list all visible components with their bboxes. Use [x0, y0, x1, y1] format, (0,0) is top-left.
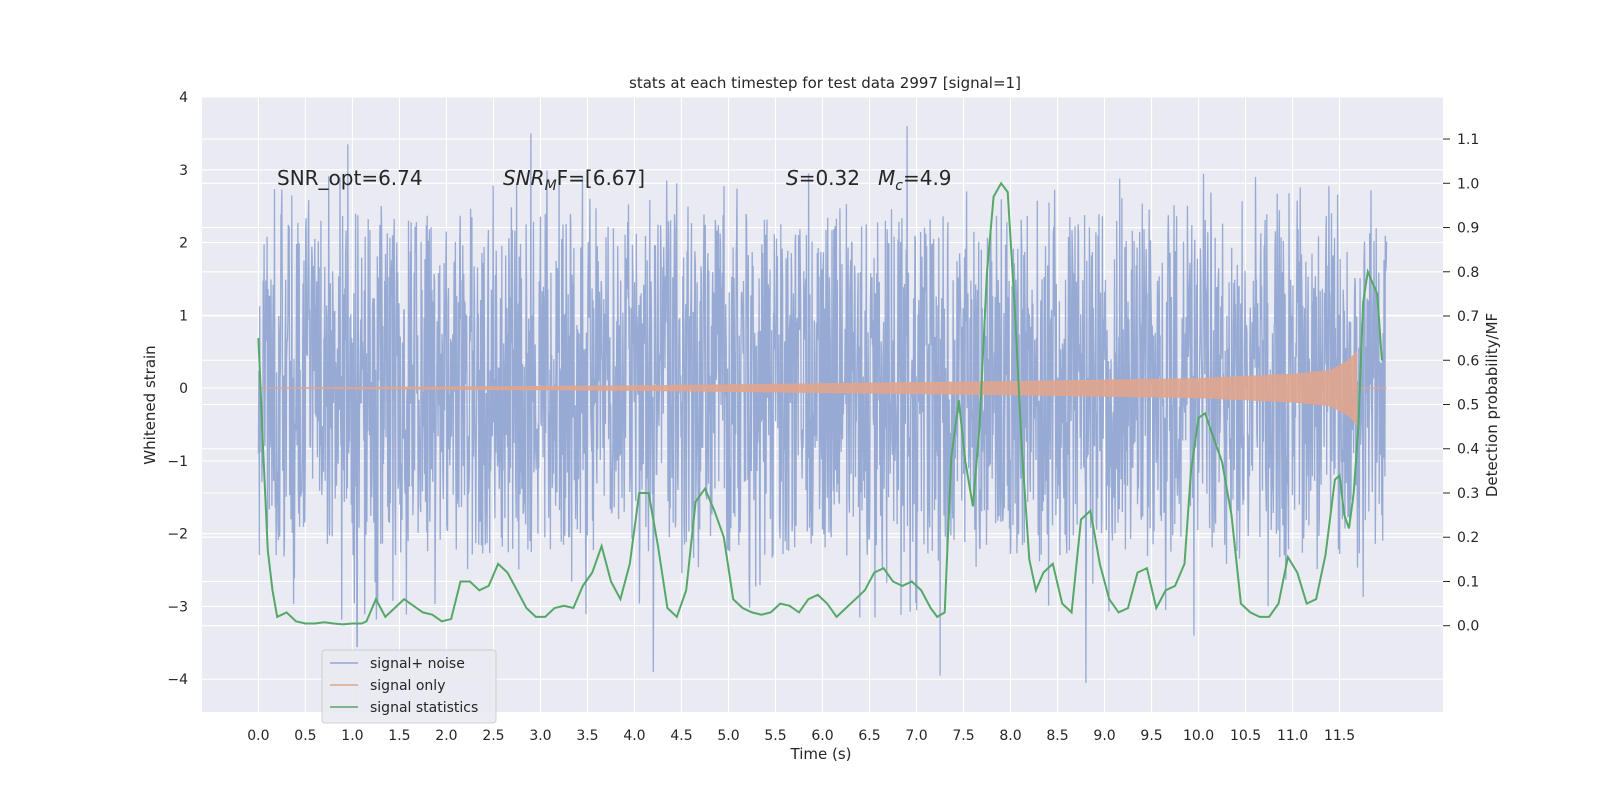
- signal-statistics-line: [257, 181, 1383, 626]
- y-right-tick-label: 0.1: [1457, 574, 1479, 590]
- annotation-snr-mf: SNRMF=[6.67]: [503, 166, 645, 194]
- x-tick-label: 8.0: [999, 728, 1021, 744]
- y-right-tick-label: 0.7: [1457, 309, 1479, 325]
- x-tick-label: 1.5: [388, 728, 410, 744]
- chart-title: stats at each timestep for test data 299…: [629, 74, 1021, 92]
- y-left-tick-label: −2: [167, 527, 188, 543]
- y-left-tick-label: 2: [179, 236, 188, 252]
- annotation-snr-opt: SNR_opt=6.74: [277, 166, 423, 190]
- x-tick-label: 10.0: [1183, 728, 1214, 744]
- x-axis-label: Time (s): [790, 745, 852, 763]
- y-left-tick-label: −1: [167, 454, 188, 470]
- signal-statistics-series: [257, 181, 1383, 626]
- y-right-tick-label: 0.2: [1457, 530, 1479, 546]
- x-tick-label: 11.0: [1277, 728, 1308, 744]
- legend-label-noise: signal+ noise: [370, 656, 465, 672]
- y-left-tick-label: 0: [179, 381, 188, 397]
- signal-noise-series: [257, 126, 1388, 683]
- y-right-tick-label: 0.5: [1457, 398, 1479, 414]
- snr-mf-main: SNR: [503, 166, 545, 190]
- x-axis-ticks: 0.0 0.5 1.0 1.5 2.0 2.5 3.0 3.5 4.0 4.5 5.0 5.5 6.0 6…: [247, 728, 1355, 744]
- y-left-tick-label: 1: [179, 308, 188, 324]
- left-y-axis-ticks: 4 3 2 1 0 −1 −2 −3 −4: [167, 90, 188, 688]
- right-y-axis-label: Detection probability/MF: [1483, 313, 1501, 497]
- x-tick-label: 2.5: [482, 728, 504, 744]
- x-tick-label: 9.5: [1140, 728, 1162, 744]
- x-tick-label: 4.0: [623, 728, 645, 744]
- x-tick-label: 4.5: [670, 728, 692, 744]
- y-left-tick-label: 3: [179, 163, 188, 179]
- x-tick-label: 2.0: [435, 728, 457, 744]
- x-tick-label: 3.5: [576, 728, 598, 744]
- y-right-tick-label: 1.1: [1457, 132, 1479, 148]
- x-tick-label: 6.5: [858, 728, 880, 744]
- snr-mf-rest: F=[6.67]: [557, 166, 645, 190]
- right-y-axis-ticks: 1.1 1.0 0.9 0.8 0.7 0.6 0.5 0.4 0.3 0.2 0.1 0.0: [1443, 132, 1479, 635]
- x-tick-label: 9.0: [1093, 728, 1115, 744]
- x-tick-label: 10.5: [1230, 728, 1261, 744]
- y-right-tick-label: 0.3: [1457, 486, 1479, 502]
- annotation-s-mc: S=0.32 Mc=4.9: [786, 166, 952, 194]
- x-tick-label: 7.0: [905, 728, 927, 744]
- legend: signal+ noise signal only signal statist…: [321, 649, 497, 724]
- y-right-tick-label: 0.4: [1457, 442, 1479, 458]
- left-y-axis-label: Whitened strain: [141, 345, 159, 464]
- y-right-tick-label: 0.8: [1457, 265, 1479, 281]
- y-right-tick-label: 0.9: [1457, 221, 1479, 237]
- y-right-tick-label: 0.6: [1457, 353, 1479, 369]
- s-value: =0.32: [799, 166, 860, 190]
- x-tick-label: 5.0: [717, 728, 739, 744]
- x-tick-label: 8.5: [1046, 728, 1068, 744]
- legend-label-stats: signal statistics: [370, 700, 478, 716]
- y-left-tick-label: −3: [167, 599, 188, 615]
- x-tick-label: 3.0: [529, 728, 551, 744]
- legend-label-signal: signal only: [370, 678, 445, 694]
- signal-only-series: [258, 350, 1387, 426]
- mc-main: M: [878, 166, 895, 190]
- y-left-tick-label: −4: [167, 672, 188, 688]
- x-tick-label: 5.5: [764, 728, 786, 744]
- y-left-tick-label: 4: [179, 90, 188, 106]
- y-right-tick-label: 0.0: [1457, 619, 1479, 635]
- snr-mf-sub: M: [545, 178, 557, 194]
- x-tick-label: 1.0: [341, 728, 363, 744]
- signal-only-envelope: [258, 350, 1357, 426]
- legend-box: [321, 649, 497, 724]
- x-tick-label: 7.5: [952, 728, 974, 744]
- x-tick-label: 6.0: [811, 728, 833, 744]
- mc-value: =4.9: [903, 166, 952, 190]
- x-tick-label: 0.0: [247, 728, 269, 744]
- y-right-tick-label: 1.0: [1457, 176, 1479, 192]
- x-tick-label: 0.5: [294, 728, 316, 744]
- x-tick-label: 11.5: [1324, 728, 1355, 744]
- mc-sub: c: [895, 178, 903, 194]
- s-symbol: S: [786, 166, 799, 190]
- signal-noise-line: [257, 126, 1388, 683]
